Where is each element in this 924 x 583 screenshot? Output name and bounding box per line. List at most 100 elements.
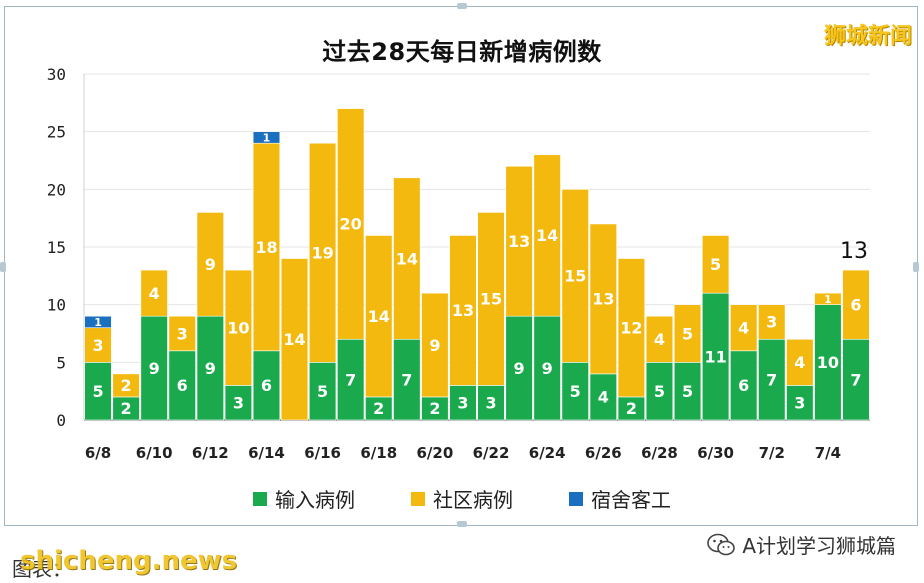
bar-segment	[252, 131, 281, 144]
chart-plot: 0510152025305312294639931061811451972021…	[47, 65, 870, 462]
data-label: 9	[205, 359, 216, 378]
bar-segment	[168, 315, 196, 352]
data-label: 7	[401, 370, 412, 389]
x-tick-label: 6/14	[248, 444, 285, 462]
data-label: 1	[263, 131, 271, 144]
data-label: 5	[682, 382, 693, 401]
bar-segment	[645, 315, 674, 363]
data-label: 7	[766, 370, 777, 389]
x-tick-label: 7/2	[759, 444, 785, 462]
bar-segment	[168, 350, 196, 421]
bar-segment	[280, 258, 309, 421]
x-tick-label: 6/26	[585, 444, 622, 462]
wechat-icon	[707, 533, 736, 555]
bar-segment	[673, 304, 702, 363]
bar-segment	[561, 362, 589, 421]
y-tick-label: 25	[47, 123, 66, 142]
legend-swatch	[253, 491, 267, 506]
resize-handle-left[interactable]	[0, 262, 6, 272]
bar-segment	[505, 165, 533, 317]
data-label: 18	[255, 238, 277, 257]
x-tick-label: 6/8	[85, 444, 111, 462]
data-label: 3	[92, 336, 103, 355]
bar-segment	[421, 292, 449, 398]
bar-segment	[337, 108, 365, 340]
data-label: 6	[177, 376, 188, 395]
data-label: 4	[598, 388, 609, 407]
data-label: 5	[92, 382, 103, 401]
y-tick-label: 15	[47, 238, 66, 257]
data-label: 2	[429, 399, 440, 418]
data-label: 3	[485, 393, 496, 412]
bar-segment	[196, 212, 224, 317]
data-label: 9	[149, 359, 160, 378]
bar-segment	[449, 385, 477, 421]
bar-segment	[589, 223, 617, 375]
resize-handle-top[interactable]	[457, 3, 467, 9]
data-label: 13	[508, 232, 530, 251]
data-label: 2	[626, 399, 637, 418]
bar-segment	[112, 373, 140, 398]
x-tick-label: 6/12	[192, 444, 229, 462]
x-tick-label: 6/20	[416, 444, 453, 462]
total-annotation: 13	[840, 239, 868, 264]
x-tick-label: 6/30	[697, 444, 734, 462]
data-label: 5	[710, 255, 721, 274]
bar-segment	[140, 315, 168, 421]
bar-segment	[337, 338, 365, 421]
data-label: 9	[514, 359, 525, 378]
legend-label: 社区病例	[433, 488, 513, 512]
data-label: 4	[654, 330, 665, 349]
bar-segment	[701, 292, 730, 421]
x-tick-label: 6/24	[529, 444, 566, 462]
bar-segment	[533, 154, 561, 317]
data-label: 3	[233, 393, 244, 412]
bar-segment	[140, 269, 168, 317]
bar-segment	[814, 304, 842, 421]
data-label: 5	[317, 382, 328, 401]
data-label: 1	[824, 293, 832, 306]
data-label: 7	[850, 370, 861, 389]
bar-segment	[561, 189, 589, 363]
data-label: 10	[227, 318, 249, 337]
bar-segment	[589, 373, 617, 421]
data-label: 13	[452, 301, 474, 320]
legend-item: 输入病例	[253, 484, 355, 513]
data-label: 3	[794, 393, 805, 412]
bar-segment	[786, 338, 814, 386]
x-tick-label: 6/10	[136, 444, 173, 462]
bar-segment	[617, 258, 646, 398]
data-label: 2	[373, 399, 384, 418]
x-tick-label: 6/28	[641, 444, 678, 462]
bar-segment	[645, 362, 674, 421]
y-tick-label: 0	[56, 411, 66, 430]
legend-swatch	[411, 491, 425, 506]
bar-segment	[505, 315, 533, 421]
data-label: 10	[817, 353, 839, 372]
data-label: 14	[536, 226, 558, 245]
legend-label: 输入病例	[275, 488, 355, 512]
data-label: 5	[682, 324, 693, 343]
bar-segment	[842, 269, 870, 340]
data-label: 4	[794, 353, 805, 372]
bar-segment	[84, 362, 112, 421]
bar-segment	[308, 142, 337, 363]
legend-label: 宿舍客工	[591, 488, 671, 512]
legend-item: 社区病例	[411, 484, 513, 513]
data-label: 20	[340, 215, 362, 234]
x-tick-label: 6/22	[473, 444, 510, 462]
legend-item: 宿舍客工	[569, 484, 671, 513]
data-label: 7	[345, 370, 356, 389]
chart-title: 过去28天每日新增病例数	[322, 38, 602, 66]
data-label: 9	[542, 359, 553, 378]
data-label: 6	[261, 376, 272, 395]
data-label: 3	[457, 393, 468, 412]
figure-caption: 图表：	[12, 557, 72, 581]
y-tick-label: 20	[47, 180, 66, 199]
wechat-account: A计划学习狮城篇	[706, 530, 896, 559]
resize-handle-right[interactable]	[913, 262, 919, 272]
data-label: 9	[429, 336, 440, 355]
y-tick-label: 5	[56, 353, 66, 372]
resize-handle-bottom[interactable]	[457, 521, 467, 527]
data-label: 9	[205, 255, 216, 274]
